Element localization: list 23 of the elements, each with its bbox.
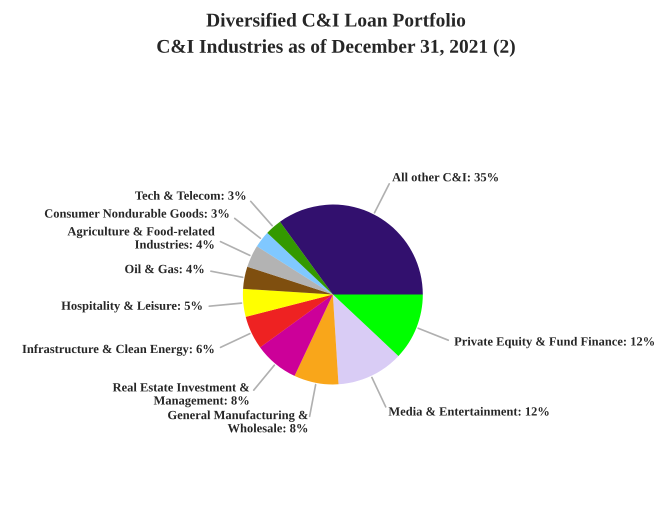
chart-title: Diversified C&I Loan Portfolio <box>206 12 466 27</box>
pie-slice <box>280 204 423 294</box>
pie-slice <box>332 294 423 356</box>
slice-label: Hospitality & Leisure: 5% <box>61 301 202 312</box>
pie-slice <box>246 294 333 348</box>
pie-slice <box>294 294 338 384</box>
slice-label: Consumer Nondurable Goods: 3% <box>44 208 229 218</box>
pie-slice <box>332 294 398 384</box>
slice-label: Oil & Gas: 4% <box>125 264 204 274</box>
chart-subtitle: C&I Industries as of December 31, 2021 (2) <box>157 39 515 57</box>
pie-slice <box>242 288 333 317</box>
slice-label: Media & Entertainment: 12% <box>388 406 549 416</box>
slice-label: All other C&I: 35% <box>392 172 498 182</box>
slice-label: Private Equity & Fund Finance: 12% <box>454 336 654 348</box>
slice-label: Tech & Telecom: 3% <box>135 190 246 200</box>
slice-label: Real Estate Investment & Management: 8% <box>112 382 250 408</box>
pie-slice <box>260 294 333 376</box>
pie-slice <box>256 232 333 294</box>
slice-label: General Manufacturing & Wholesale: 8% <box>168 410 308 432</box>
slice-label: Infrastructure & Clean Energy: 6% <box>22 344 214 356</box>
pie-slice <box>243 266 333 294</box>
pie-slice <box>267 222 333 294</box>
slice-label: Agriculture & Food-related Industries: 4% <box>68 226 215 249</box>
